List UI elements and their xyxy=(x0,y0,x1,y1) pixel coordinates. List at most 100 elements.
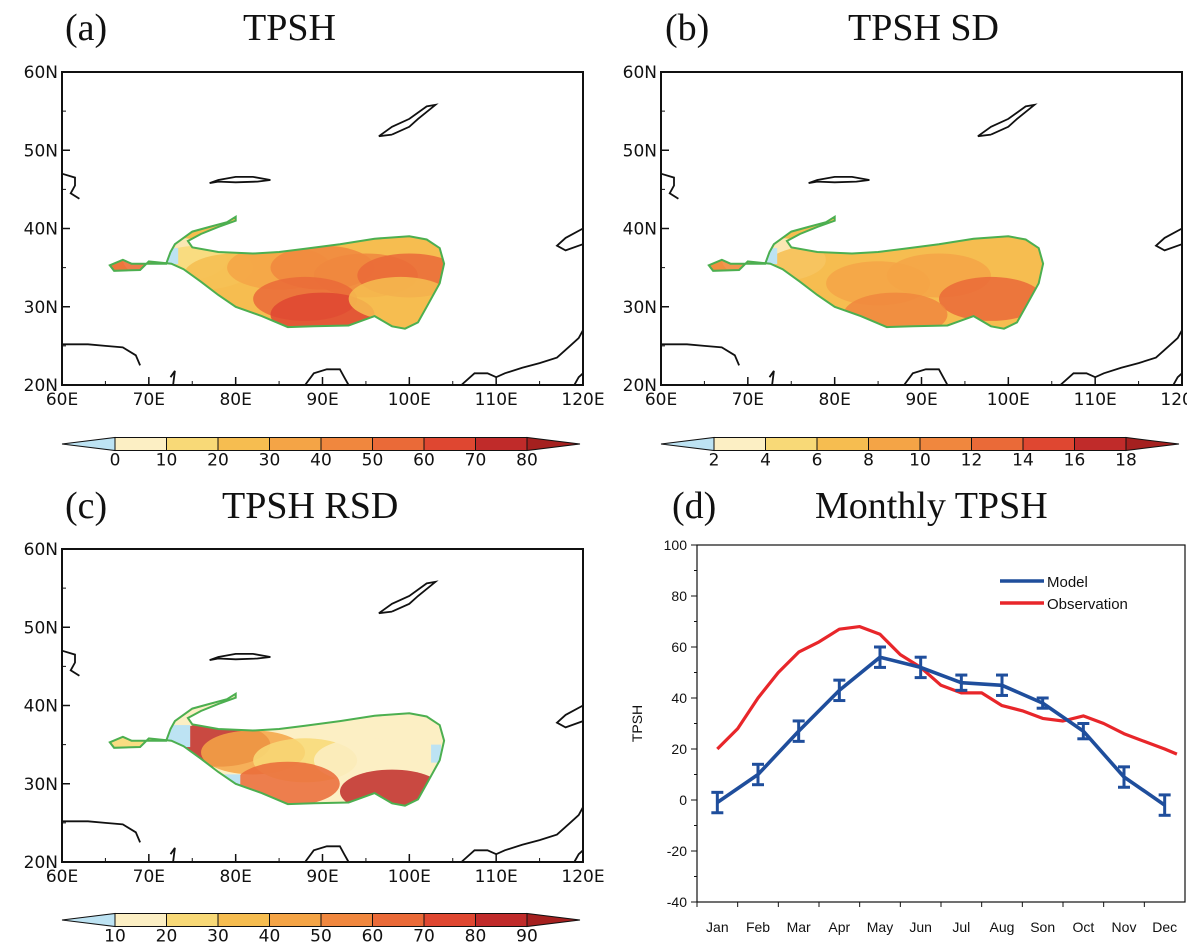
colorbar-swatch xyxy=(868,437,921,451)
colorbar-swatch xyxy=(372,913,425,927)
colorbar-label: 40 xyxy=(259,927,281,943)
coastline xyxy=(808,176,870,184)
colorbar-label: 70 xyxy=(413,927,435,943)
map-frame xyxy=(61,548,584,863)
coastline xyxy=(903,368,949,386)
x-tick-label: Feb xyxy=(746,919,770,935)
colorbar-max-triangle xyxy=(526,436,581,452)
coastline xyxy=(555,227,584,252)
colorbar-swatch xyxy=(1022,437,1075,451)
lon-tick-label: 80E xyxy=(219,390,251,410)
coastline xyxy=(573,372,584,386)
field-cell xyxy=(235,761,340,806)
lon-tick-label: 60E xyxy=(46,867,78,887)
colorbar-swatch xyxy=(269,913,322,927)
lon-tick-label: 110E xyxy=(1074,390,1117,410)
map-frame xyxy=(61,71,584,386)
colorbar-label: 30 xyxy=(207,927,229,943)
legend: Model Observation xyxy=(1000,574,1128,613)
lat-tick-label: 40N xyxy=(623,220,657,240)
lat-tick-label: 20N xyxy=(623,376,657,396)
lon-tick-label: 90E xyxy=(306,390,338,410)
coastline xyxy=(573,849,584,863)
lon-tick-label: 100E xyxy=(388,867,431,887)
coastline xyxy=(460,806,584,863)
lat-tick-label: 50N xyxy=(24,618,58,638)
lon-tick-label: 120E xyxy=(561,390,604,410)
colorbar-swatch xyxy=(1074,437,1127,451)
field-cell xyxy=(708,245,774,290)
colorbar-swatch xyxy=(166,437,219,451)
colorbar-label: 0 xyxy=(110,451,121,471)
colorbar-label: 40 xyxy=(310,451,332,471)
colorbar-max-triangle xyxy=(1125,436,1180,452)
lat-tick-label: 30N xyxy=(24,775,58,795)
lon-tick-label: 70E xyxy=(732,390,764,410)
x-tick-label: Nov xyxy=(1112,919,1137,935)
lat-tick-label: 30N xyxy=(24,298,58,318)
y-tick-label: 20 xyxy=(671,741,687,757)
colorbar-label: 10 xyxy=(156,451,178,471)
panel-a-title: TPSH xyxy=(243,7,336,49)
coastline xyxy=(768,370,775,386)
colorbar-swatch xyxy=(423,913,476,927)
panel-c-label: (c) xyxy=(65,485,108,527)
y-axis-label: TPSH xyxy=(629,705,645,742)
coastline xyxy=(460,329,584,386)
map-panel-c: 60E 70E 80E 90E 100E 110E 120E 20N 30N 40N 50N 60N xyxy=(24,540,605,887)
plateau-outline xyxy=(108,215,446,330)
y-tick-label: 80 xyxy=(671,588,687,604)
colorbar-label: 60 xyxy=(413,451,435,471)
x-tick-label: Dec xyxy=(1152,919,1177,935)
panel-d-label: (d) xyxy=(672,485,717,527)
colorbar-label: 16 xyxy=(1064,451,1086,471)
panel-c-title: TPSH RSD xyxy=(222,485,399,527)
colorbar-swatch xyxy=(114,913,167,927)
lat-tick-label: 60N xyxy=(24,63,58,83)
lat-tick-label: 60N xyxy=(24,540,58,560)
coastline xyxy=(1154,227,1183,252)
coastline xyxy=(660,172,679,200)
colorbar-label: 20 xyxy=(156,927,178,943)
lon-tick-label: 80E xyxy=(818,390,850,410)
x-tick-label: Apr xyxy=(828,919,850,935)
field-cell xyxy=(348,276,445,321)
legend-label-model: Model xyxy=(1047,574,1088,591)
coastline xyxy=(209,176,271,184)
colorbar-min-triangle xyxy=(660,436,715,452)
lon-tick-label: 80E xyxy=(219,867,251,887)
field-cell xyxy=(938,276,1043,321)
panel-b-label: (b) xyxy=(665,7,710,49)
colorbar-swatch xyxy=(166,913,219,927)
colorbar-max-triangle xyxy=(526,912,581,928)
lat-tick-label: 40N xyxy=(24,697,58,717)
colorbar-swatch xyxy=(320,913,373,927)
coastline xyxy=(304,845,350,863)
colorbar-a: 0 10 20 30 40 50 60 70 80 xyxy=(61,436,581,471)
coastline xyxy=(1059,329,1183,386)
lat-tick-label: 50N xyxy=(24,141,58,161)
lat-tick-label: 40N xyxy=(24,220,58,240)
colorbar-swatch xyxy=(217,913,270,927)
colorbar-swatch xyxy=(475,437,528,451)
colorbar-label: 2 xyxy=(709,451,720,471)
lon-tick-label: 90E xyxy=(306,867,338,887)
colorbar-label: 60 xyxy=(362,927,384,943)
map-panel-b: 60E 70E 80E 90E 100E 110E 120E 20N 30N 40N 50N 60N xyxy=(623,63,1187,410)
colorbar-label: 10 xyxy=(909,451,931,471)
colorbar-label: 50 xyxy=(362,451,384,471)
panel-a-label: (a) xyxy=(65,7,108,49)
lon-tick-label: 60E xyxy=(46,390,78,410)
field-cell xyxy=(339,769,444,806)
line-chart-panel-d: -40 -20 0 20 40 60 80 100 Jan Feb Mar Apr May Jun Jul A… xyxy=(629,537,1186,935)
coastline xyxy=(661,343,740,366)
colorbar-label: 20 xyxy=(207,451,229,471)
colorbar-label: 10 xyxy=(104,927,126,943)
coastline xyxy=(378,580,439,615)
y-tick-label: 100 xyxy=(664,537,688,553)
colorbar-swatch xyxy=(320,437,373,451)
colorbar-label: 12 xyxy=(961,451,983,471)
colorbar-swatch xyxy=(114,437,167,451)
y-tick-label: -40 xyxy=(667,894,687,910)
colorbar-swatch xyxy=(475,913,528,927)
